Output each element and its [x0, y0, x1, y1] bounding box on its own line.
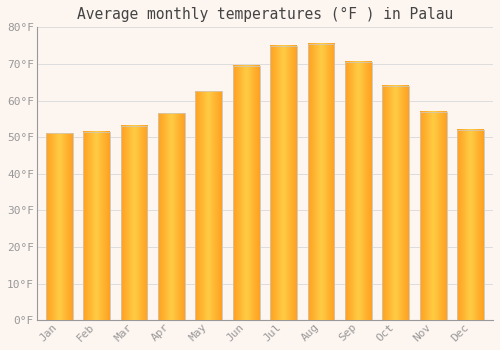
Bar — [239, 66, 254, 320]
Bar — [457, 130, 484, 320]
Bar — [463, 130, 478, 320]
Bar — [314, 44, 328, 320]
Bar — [158, 113, 185, 320]
Bar — [52, 133, 66, 320]
Bar — [83, 132, 110, 320]
Bar — [126, 126, 142, 320]
Bar — [308, 44, 334, 320]
Bar — [89, 132, 104, 320]
Bar — [158, 113, 185, 320]
Bar — [164, 113, 179, 320]
Bar — [83, 132, 110, 320]
Bar — [382, 86, 409, 320]
Title: Average monthly temperatures (°F ) in Palau: Average monthly temperatures (°F ) in Pa… — [77, 7, 453, 22]
Bar — [276, 46, 291, 320]
Bar — [420, 112, 446, 320]
Bar — [270, 46, 297, 320]
Bar — [345, 62, 372, 320]
Bar — [232, 66, 260, 320]
Bar — [382, 86, 409, 320]
Bar — [345, 62, 372, 320]
Bar — [196, 91, 222, 320]
Bar — [202, 91, 216, 320]
Bar — [46, 133, 72, 320]
Bar — [120, 126, 148, 320]
Bar — [120, 126, 148, 320]
Bar — [46, 133, 72, 320]
Bar — [196, 91, 222, 320]
Bar — [232, 66, 260, 320]
Bar — [270, 46, 297, 320]
Bar — [351, 62, 366, 320]
Bar — [388, 86, 403, 320]
Bar — [420, 112, 446, 320]
Bar — [457, 130, 484, 320]
Bar — [426, 112, 440, 320]
Bar — [308, 44, 334, 320]
